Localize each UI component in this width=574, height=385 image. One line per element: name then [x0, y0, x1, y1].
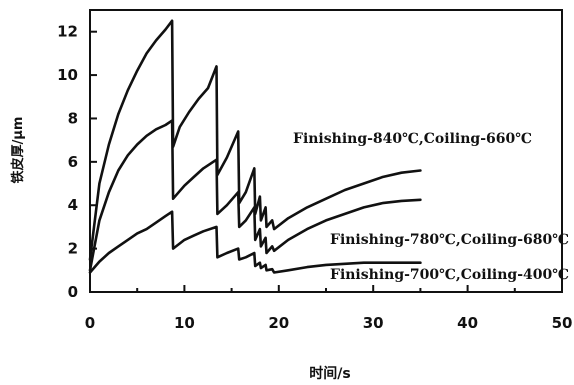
series-labels: Finishing-840℃,Coiling-660℃ Finishing-780… [293, 131, 569, 283]
y-tick-label: 8 [68, 109, 78, 127]
x-tick-label: 20 [268, 314, 289, 332]
x-tick-label: 0 [85, 314, 95, 332]
x-tick-label: 50 [552, 314, 573, 332]
y-tick-label: 4 [68, 196, 78, 214]
y-axis-label: 铁皮厚/μm [10, 117, 26, 185]
series-line-1 [88, 19, 422, 261]
tick-group: 0 10 20 30 40 50 0 2 4 6 8 10 12 [57, 23, 572, 332]
series-label-3: Finishing-700℃,Coiling-400℃ [330, 267, 569, 283]
series-label-1: Finishing-840℃,Coiling-660℃ [293, 131, 532, 147]
plot-frame [89, 9, 563, 293]
y-tick-label: 2 [68, 240, 78, 258]
x-tick-label: 10 [174, 314, 195, 332]
y-tick-label: 10 [57, 66, 78, 84]
series-group [88, 19, 422, 274]
series-line-3 [88, 210, 422, 274]
axes [89, 9, 563, 293]
x-axis-label: 时间/s [309, 365, 350, 382]
x-tick-label: 40 [457, 314, 478, 332]
series-line-2 [88, 119, 422, 272]
y-tick-label: 0 [68, 283, 78, 301]
x-tick-label: 30 [363, 314, 384, 332]
y-tick-label: 12 [57, 23, 78, 41]
series-label-2: Finishing-780℃,Coiling-680℃ [330, 232, 569, 248]
y-tick-label: 6 [68, 153, 78, 171]
